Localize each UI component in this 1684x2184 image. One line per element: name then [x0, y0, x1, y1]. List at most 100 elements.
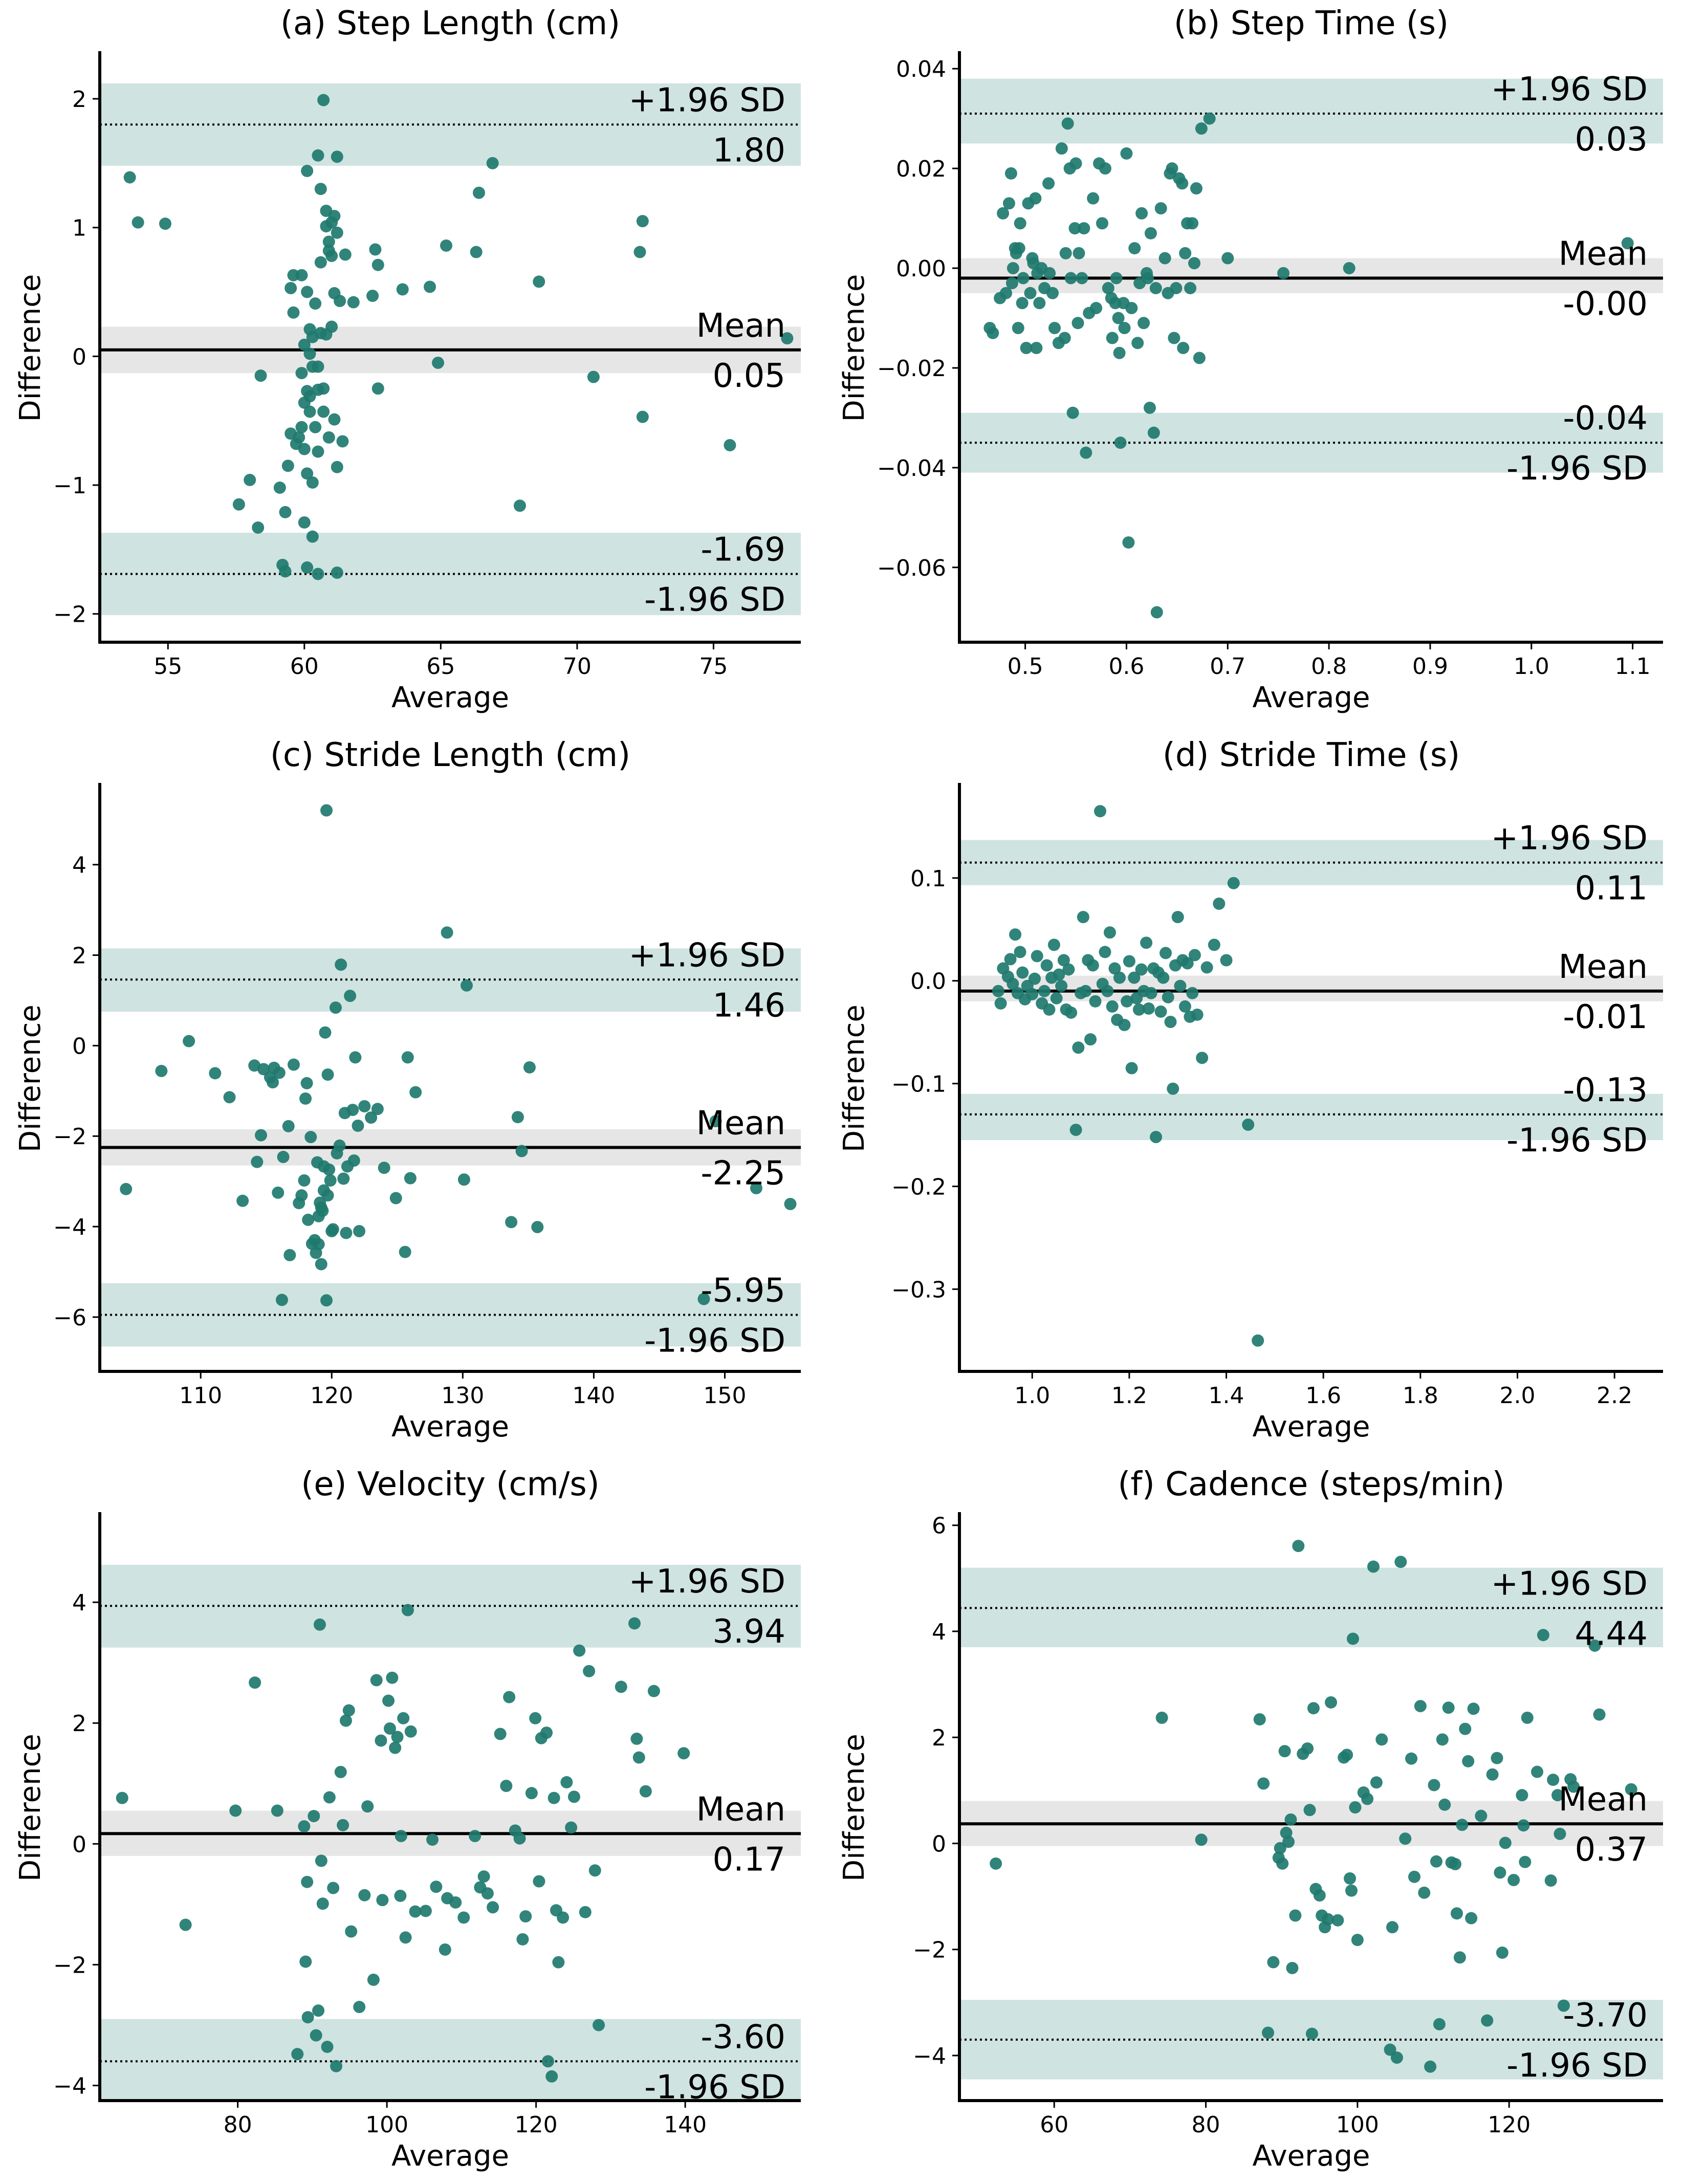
data-point: [399, 1246, 411, 1258]
data-point: [1057, 954, 1070, 967]
data-point: [244, 473, 256, 486]
data-point: [677, 1747, 690, 1760]
data-point: [494, 1728, 507, 1740]
data-point: [533, 1875, 545, 1888]
upper-loa-value: 0.03: [1575, 121, 1648, 159]
data-point: [1026, 988, 1039, 1000]
data-point: [236, 1194, 249, 1207]
x-axis-title: Average: [391, 1410, 509, 1444]
y-tick-label: −6: [53, 1305, 86, 1331]
data-point: [1033, 297, 1046, 310]
data-point: [1013, 242, 1025, 255]
data-point: [1038, 985, 1051, 997]
x-tick-label: 1.8: [1403, 1383, 1438, 1409]
data-point: [1086, 959, 1099, 972]
data-point: [279, 565, 292, 578]
data-point: [1394, 1556, 1407, 1568]
data-point: [432, 356, 445, 369]
y-axis-title: Difference: [14, 274, 47, 422]
data-point: [365, 1111, 378, 1124]
data-point: [386, 1671, 399, 1684]
lower-loa-label: -1.96 SD: [644, 581, 785, 619]
x-tick-label: 65: [426, 653, 455, 680]
lower-loa-value: -1.69: [701, 531, 785, 569]
data-point: [784, 1197, 797, 1210]
data-point: [461, 979, 473, 992]
data-point: [1058, 332, 1071, 344]
data-point: [325, 250, 338, 263]
data-point: [321, 2040, 334, 2053]
data-point: [337, 1819, 349, 1831]
data-point: [1069, 157, 1082, 170]
data-point: [1167, 1082, 1179, 1095]
x-tick-label: 1.0: [1514, 653, 1549, 680]
lower-loa-label: -1.96 SD: [1506, 2047, 1648, 2085]
data-point: [401, 1051, 414, 1064]
data-point: [155, 1064, 168, 1077]
y-tick-label: 0: [72, 1033, 86, 1059]
data-point: [587, 370, 600, 383]
data-point: [301, 286, 314, 298]
data-point: [1014, 946, 1026, 958]
data-point: [389, 1741, 402, 1754]
data-point: [1307, 1702, 1320, 1715]
upper-loa-value: 1.80: [713, 132, 786, 169]
data-point: [301, 561, 314, 574]
upper-loa-value: 0.11: [1575, 870, 1648, 908]
data-point: [285, 281, 297, 294]
data-point: [1465, 1912, 1478, 1925]
y-tick-label: 1: [72, 215, 86, 242]
data-point: [1390, 2051, 1403, 2064]
data-point: [992, 985, 1004, 997]
data-point: [1004, 953, 1017, 966]
x-tick-label: 75: [699, 653, 728, 680]
data-point: [636, 410, 649, 423]
data-point: [123, 171, 136, 184]
data-point: [1158, 252, 1171, 265]
data-point: [331, 461, 343, 473]
data-point: [330, 2060, 343, 2072]
data-point: [1080, 446, 1092, 459]
data-point: [346, 1103, 359, 1116]
data-point: [371, 1103, 384, 1116]
data-point: [430, 1881, 443, 1893]
data-point: [1043, 267, 1056, 279]
y-tick-label: −0.04: [877, 455, 946, 482]
data-point: [525, 1787, 538, 1800]
data-point: [1079, 985, 1092, 997]
data-point: [320, 804, 333, 817]
data-point: [303, 405, 316, 418]
data-point: [283, 1249, 296, 1261]
data-point: [1436, 1733, 1449, 1746]
data-point: [593, 2019, 605, 2032]
data-point: [358, 1100, 371, 1112]
y-axis-title: Difference: [14, 1734, 47, 1882]
data-point: [298, 338, 311, 351]
data-point: [990, 1857, 1002, 1870]
data-point: [1242, 1118, 1255, 1131]
data-point: [120, 1183, 133, 1195]
data-point: [1066, 406, 1079, 419]
y-tick-label: −2: [53, 1952, 86, 1978]
lower-loa-label: -1.96 SD: [1506, 1122, 1648, 1160]
data-point: [560, 1776, 573, 1788]
data-point: [300, 1077, 313, 1089]
data-point: [321, 1189, 334, 1202]
data-point: [1106, 1000, 1119, 1013]
data-point: [232, 498, 245, 511]
mean-label: Mean: [1559, 948, 1648, 986]
data-point: [487, 1901, 499, 1914]
data-point: [628, 1617, 641, 1630]
data-point: [312, 360, 324, 373]
data-point: [545, 2070, 558, 2083]
data-point: [361, 1800, 374, 1813]
data-point: [1449, 1858, 1462, 1870]
data-point: [449, 1896, 462, 1909]
data-point: [1433, 2018, 1446, 2030]
data-point: [1516, 1789, 1528, 1802]
data-point: [816, 1131, 828, 1143]
data-point: [1177, 342, 1190, 354]
data-point: [301, 467, 314, 480]
data-point: [331, 566, 343, 579]
lower-loa-value: -3.70: [1563, 1997, 1648, 2035]
